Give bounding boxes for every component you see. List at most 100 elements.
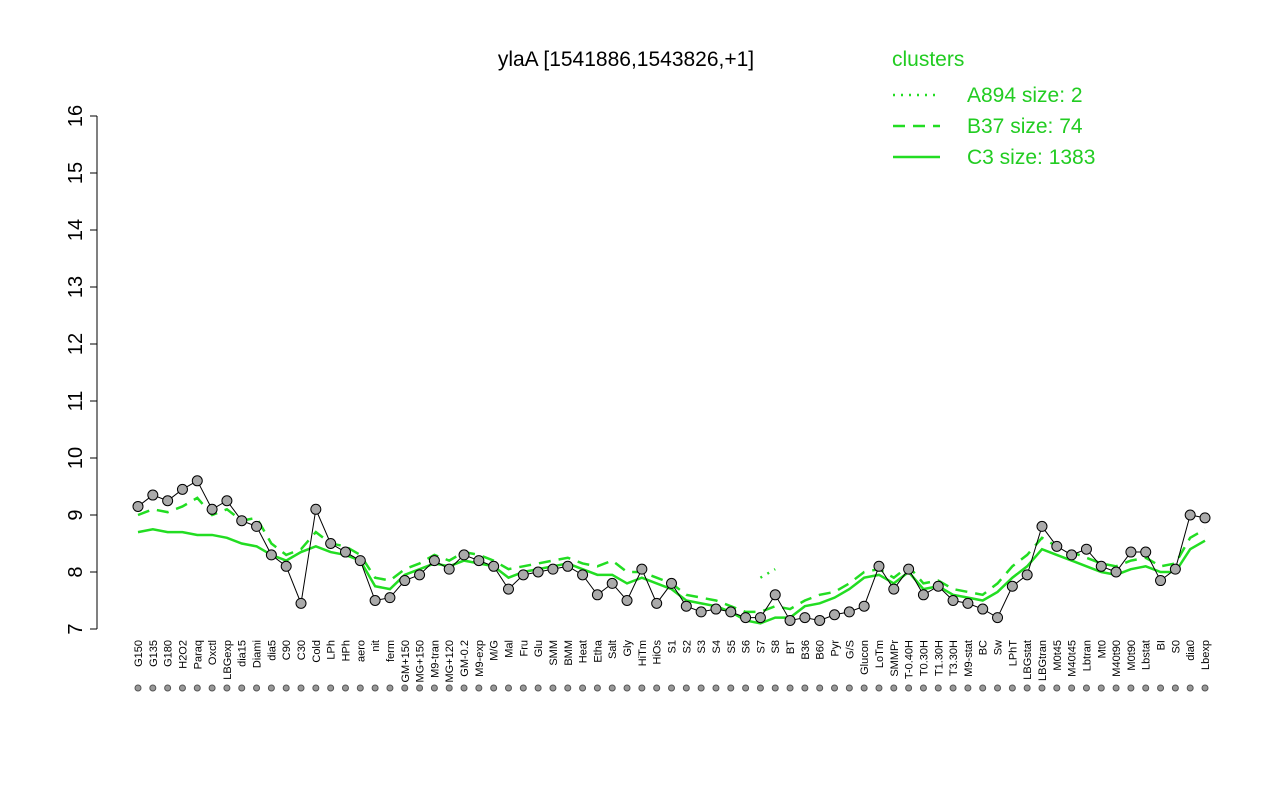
sample-dot	[519, 684, 527, 692]
point	[740, 612, 752, 624]
x-tick-label: M0t90	[1126, 640, 1138, 671]
x-tick-label: H2O2	[177, 640, 189, 669]
y-tick-label: 12	[65, 333, 87, 355]
sample-dot	[623, 684, 631, 692]
x-tick-label: Paraq	[192, 640, 204, 669]
sample-dot	[1112, 684, 1120, 692]
sample-dot	[238, 684, 246, 692]
point	[858, 600, 870, 612]
sample-dot	[1023, 684, 1031, 692]
x-tick-label: dia0	[1185, 640, 1197, 661]
x-tick-label: M9-tran	[429, 640, 441, 678]
point	[932, 580, 944, 592]
point	[680, 600, 692, 612]
point	[814, 614, 826, 626]
x-tick-label: Lbtran	[1081, 640, 1093, 671]
point	[873, 560, 885, 572]
x-tick-label: LPhT	[1007, 640, 1019, 667]
x-tick-label: Mal	[503, 640, 515, 658]
point	[147, 489, 159, 501]
sample-dot	[223, 684, 231, 692]
point	[917, 589, 929, 601]
sample-dot	[653, 684, 661, 692]
y-tick-label: 7	[65, 623, 87, 634]
point	[1066, 549, 1078, 561]
point	[1199, 512, 1211, 524]
sample-dot	[964, 684, 972, 692]
point	[710, 603, 722, 615]
sample-dot	[593, 684, 601, 692]
x-tick-label: Pyr	[830, 640, 842, 657]
sample-dot	[253, 684, 261, 692]
sample-dot	[564, 684, 572, 692]
x-tick-label: G135	[148, 640, 160, 667]
point	[265, 549, 277, 561]
x-tick-label: aero	[355, 640, 367, 662]
point	[488, 560, 500, 572]
point	[947, 595, 959, 606]
point	[1080, 543, 1092, 555]
y-tick-label: 11	[65, 391, 87, 412]
x-tick-label: nit	[370, 640, 382, 652]
point	[162, 495, 174, 507]
x-tick-label: B60	[815, 640, 827, 660]
x-tick-label: M9-exp	[474, 640, 486, 677]
point	[443, 563, 455, 575]
y-tick-label: 16	[65, 105, 87, 127]
series-line	[759, 568, 776, 579]
sample-dot	[756, 684, 764, 692]
point	[502, 583, 514, 595]
x-tick-label: M40t90	[1111, 640, 1123, 677]
point	[414, 569, 426, 581]
x-tick-label: Cold	[311, 640, 323, 663]
sample-dot	[1068, 684, 1076, 692]
point	[384, 592, 396, 604]
point	[1021, 569, 1033, 581]
sample-dot	[860, 684, 868, 692]
x-tick-label: Etha	[592, 639, 604, 663]
sample-dot	[668, 684, 675, 692]
sample-dot	[579, 684, 587, 692]
x-tick-label: Salt	[607, 640, 619, 659]
point	[903, 563, 915, 575]
sample-dot	[178, 684, 186, 692]
sample-dot	[1157, 684, 1165, 692]
sample-dot	[149, 684, 157, 692]
y-tick-label: 8	[65, 566, 87, 577]
sample-dot	[134, 684, 142, 692]
legend-title: clusters	[892, 48, 964, 71]
sample-dot	[267, 684, 275, 692]
x-tick-label: ferm	[385, 640, 397, 662]
point	[1006, 580, 1018, 592]
sample-dot	[771, 684, 779, 692]
x-tick-label: LBGtran	[1037, 640, 1049, 681]
x-tick-label: MG+150	[415, 640, 427, 683]
sample-dot	[401, 684, 409, 692]
x-tick-label: Diami	[252, 640, 264, 668]
point	[325, 538, 337, 549]
x-tick-label: T3.30H	[948, 640, 960, 676]
point	[769, 589, 781, 601]
sample-dot	[327, 684, 335, 692]
point	[221, 495, 233, 507]
point	[606, 577, 618, 589]
point	[1169, 563, 1181, 575]
point	[547, 563, 559, 575]
sample-dot	[994, 684, 1002, 692]
point	[473, 555, 485, 567]
point	[369, 595, 381, 606]
x-tick-label: Fru	[518, 640, 530, 657]
sample-dot	[1097, 684, 1105, 692]
point	[251, 520, 263, 532]
point	[354, 555, 366, 567]
x-tick-label: C90	[281, 640, 293, 660]
x-tick-label: S2	[681, 640, 693, 653]
point	[992, 612, 1004, 624]
sample-dot	[445, 684, 453, 692]
point	[339, 546, 351, 558]
point	[799, 612, 811, 624]
sample-dot	[979, 684, 987, 692]
x-tick-label: S7	[755, 640, 767, 653]
x-tick-label: S1	[667, 640, 679, 653]
